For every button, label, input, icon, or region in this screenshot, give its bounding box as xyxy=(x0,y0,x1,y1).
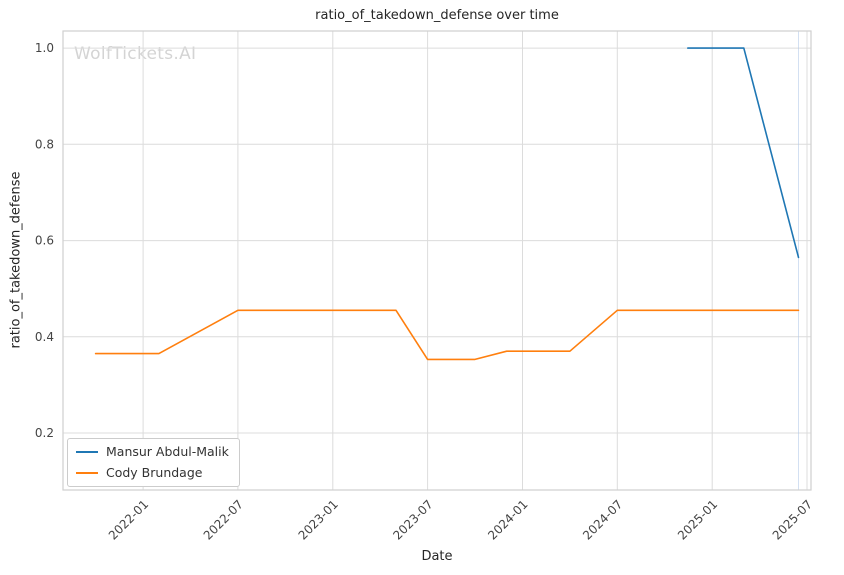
legend-label: Cody Brundage xyxy=(106,465,203,480)
svg-text:2023-07: 2023-07 xyxy=(390,497,435,542)
svg-text:2023-01: 2023-01 xyxy=(296,497,341,542)
legend-item-cody-brundage: Cody Brundage xyxy=(76,465,229,480)
legend-item-mansur-abdul-malik: Mansur Abdul-Malik xyxy=(76,444,229,459)
svg-text:1.0: 1.0 xyxy=(35,41,54,55)
svg-text:0.6: 0.6 xyxy=(35,234,54,248)
svg-text:2025-07: 2025-07 xyxy=(770,497,815,542)
legend-line-swatch-orange xyxy=(76,471,98,474)
svg-text:2025-01: 2025-01 xyxy=(675,497,720,542)
chart-title: ratio_of_takedown_defense over time xyxy=(315,8,559,23)
svg-text:0.2: 0.2 xyxy=(35,426,54,440)
svg-text:2022-07: 2022-07 xyxy=(201,497,246,542)
svg-text:2024-07: 2024-07 xyxy=(580,497,625,542)
legend: Mansur Abdul-Malik Cody Brundage xyxy=(67,438,240,487)
legend-line-swatch-blue xyxy=(76,450,98,453)
legend-label: Mansur Abdul-Malik xyxy=(106,444,229,459)
y-axis-label: ratio_of_takedown_defense xyxy=(8,171,24,349)
watermark: WolfTickets.AI xyxy=(74,44,197,64)
svg-text:2022-01: 2022-01 xyxy=(106,497,151,542)
x-axis-label: Date xyxy=(421,549,453,564)
svg-text:0.8: 0.8 xyxy=(35,137,54,151)
svg-text:0.4: 0.4 xyxy=(35,330,54,344)
svg-text:2024-01: 2024-01 xyxy=(485,497,530,542)
